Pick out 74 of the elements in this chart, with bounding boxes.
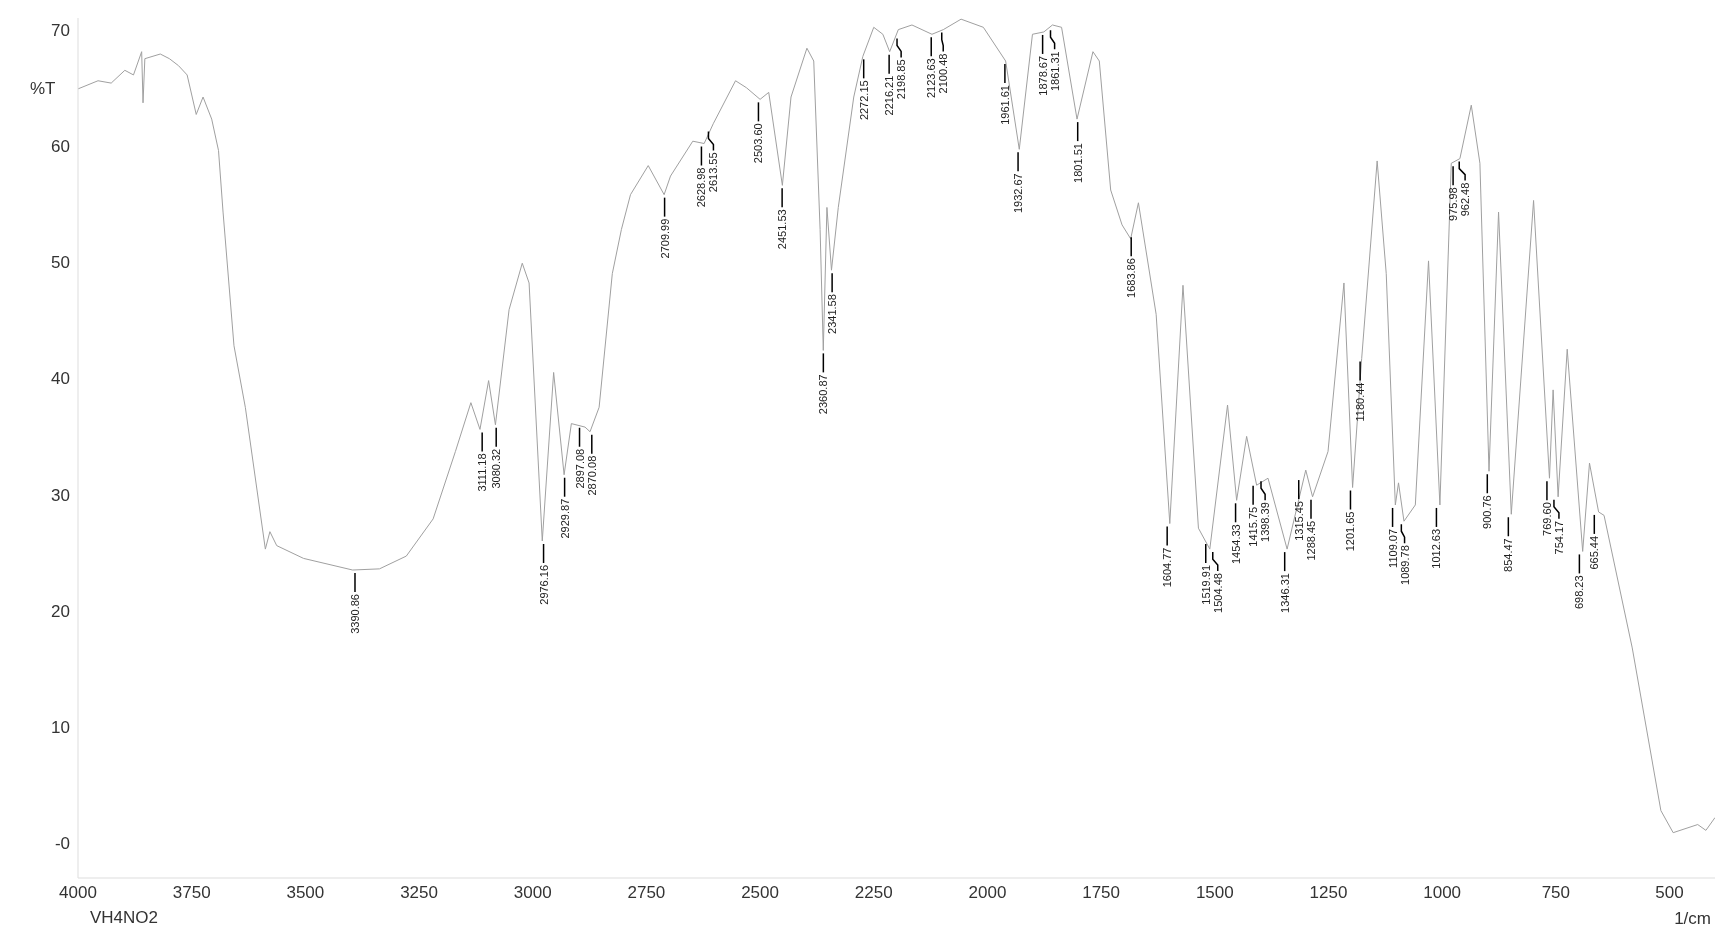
annotation: 2123.63 bbox=[925, 58, 938, 99]
annotation: 2100.48 bbox=[937, 53, 950, 94]
annotation: 1961.61 bbox=[998, 85, 1011, 125]
y-tick-label: 40 bbox=[51, 369, 70, 389]
x-tick-label: 4000 bbox=[59, 883, 97, 903]
annotation: 1801.51 bbox=[1071, 143, 1084, 183]
annotation: 1683.86 bbox=[1125, 258, 1138, 298]
annotation: 2897.08 bbox=[573, 448, 586, 489]
annotation: 2929.87 bbox=[558, 498, 571, 539]
y-tick-label: 10 bbox=[51, 717, 70, 737]
x-tick-label: 1750 bbox=[1082, 883, 1121, 903]
annotation: 698.23 bbox=[1573, 575, 1586, 610]
x-tick-label: 2250 bbox=[854, 883, 893, 903]
x-tick-label: 2500 bbox=[741, 883, 779, 903]
y-axis-title: %T bbox=[30, 78, 56, 98]
y-tick-label: 20 bbox=[51, 601, 70, 621]
annotation: 1415.75 bbox=[1247, 506, 1260, 547]
annotation: 1012.63 bbox=[1430, 528, 1443, 569]
annotation: 962.48 bbox=[1459, 182, 1472, 217]
x-tick-label: 750 bbox=[1541, 883, 1571, 903]
annotation: 2628.98 bbox=[695, 167, 708, 208]
annotation: 2613.55 bbox=[707, 152, 720, 193]
annotation: 1604.77 bbox=[1161, 547, 1174, 588]
annotation: 1504.48 bbox=[1211, 573, 1224, 613]
x-tick-label: 2000 bbox=[968, 883, 1007, 903]
x-tick-label: 2750 bbox=[627, 883, 666, 903]
annotation: 1180.44 bbox=[1354, 382, 1367, 422]
annotation: 900.76 bbox=[1481, 495, 1494, 529]
annotation: 1454.33 bbox=[1229, 524, 1242, 565]
y-tick-label: 70 bbox=[51, 20, 70, 40]
annotation: 2360.87 bbox=[817, 374, 830, 415]
x-tick-label: 3250 bbox=[400, 883, 438, 903]
annotation: 3080.32 bbox=[490, 448, 503, 489]
annotation: 1932.67 bbox=[1012, 173, 1025, 214]
annotation: 1315.45 bbox=[1292, 501, 1305, 541]
annotation: 769.60 bbox=[1540, 502, 1553, 536]
annotation: 2503.60 bbox=[752, 123, 765, 164]
x-tick-label: 1500 bbox=[1195, 883, 1234, 903]
annotation: 1398.39 bbox=[1259, 502, 1272, 542]
annotation: 1089.78 bbox=[1398, 545, 1411, 585]
y-tick-label: 30 bbox=[51, 485, 70, 505]
annotation: 1878.67 bbox=[1036, 55, 1049, 96]
text: VH4NO2 bbox=[90, 908, 159, 928]
annotation: 1346.31 bbox=[1278, 573, 1291, 613]
x-tick-label: 3500 bbox=[286, 883, 325, 903]
x-tick-label: 1250 bbox=[1309, 883, 1348, 903]
annotation: 665.44 bbox=[1588, 535, 1601, 570]
annotation: 754.17 bbox=[1552, 520, 1565, 555]
annotation: 2976.16 bbox=[537, 564, 550, 605]
x-tick-label: 1000 bbox=[1423, 883, 1462, 903]
annotation: 854.47 bbox=[1502, 538, 1515, 572]
annotation: 975.98 bbox=[1447, 187, 1460, 221]
annotation: 3390.86 bbox=[348, 594, 361, 634]
annotation: 2451.53 bbox=[776, 209, 789, 250]
annotation: 1109.07 bbox=[1386, 528, 1399, 568]
annotation: 3111.18 bbox=[476, 453, 489, 492]
annotation: 2198.85 bbox=[895, 59, 908, 100]
annotation: 1519.91 bbox=[1199, 564, 1212, 605]
x-axis-title: 1/cm bbox=[1674, 909, 1711, 928]
annotation: 2341.58 bbox=[826, 294, 839, 334]
annotation: 2870.08 bbox=[585, 455, 598, 496]
y-tick-label: 50 bbox=[51, 253, 70, 273]
annotation: 1288.45 bbox=[1305, 520, 1317, 561]
y-tick-label: 60 bbox=[51, 136, 70, 156]
x-tick-label: 500 bbox=[1655, 883, 1684, 903]
annotation: 2709.99 bbox=[658, 218, 671, 259]
x-tick-label: 3750 bbox=[172, 883, 211, 903]
line-series bbox=[78, 18, 1715, 834]
annotation: 1201.65 bbox=[1344, 511, 1357, 552]
annotation: 2272.15 bbox=[857, 80, 870, 121]
annotation: 1861.31 bbox=[1048, 51, 1061, 92]
x-tick-label: 3000 bbox=[513, 883, 552, 903]
annotation: 2216.21 bbox=[883, 75, 896, 116]
y-tick-label: -0 bbox=[54, 834, 70, 854]
